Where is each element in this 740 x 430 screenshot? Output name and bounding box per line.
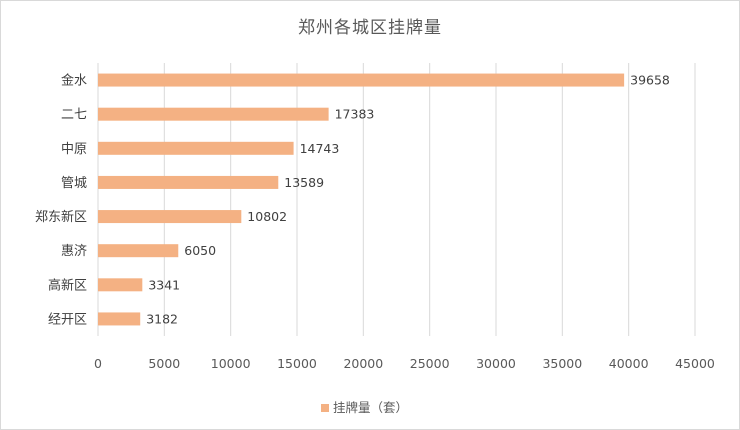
bar bbox=[98, 312, 141, 326]
category-label: 金水 bbox=[61, 73, 87, 89]
bar bbox=[98, 210, 242, 224]
x-tick-label: 0 bbox=[94, 356, 102, 371]
legend-label: 挂牌量（套） bbox=[333, 400, 408, 415]
bars bbox=[98, 73, 625, 326]
legend: 挂牌量（套） bbox=[321, 400, 408, 415]
x-tick-label: 25000 bbox=[410, 356, 450, 371]
data-label: 39658 bbox=[630, 73, 670, 88]
x-tick-label: 40000 bbox=[609, 356, 649, 371]
data-label: 6050 bbox=[184, 243, 216, 258]
grid-lines bbox=[97, 63, 696, 336]
data-label: 10802 bbox=[247, 209, 287, 224]
x-tick-label: 5000 bbox=[148, 356, 180, 371]
category-label: 经开区 bbox=[48, 312, 87, 327]
category-label: 中原 bbox=[61, 142, 87, 157]
data-label: 3341 bbox=[148, 277, 180, 292]
category-label: 郑东新区 bbox=[35, 209, 87, 225]
data-label: 17383 bbox=[335, 107, 375, 122]
bar bbox=[98, 73, 625, 87]
data-label: 3182 bbox=[146, 311, 178, 326]
category-label: 管城 bbox=[61, 176, 87, 191]
bar bbox=[98, 244, 179, 258]
x-tick-label: 45000 bbox=[675, 356, 715, 371]
category-label: 高新区 bbox=[48, 277, 87, 293]
bar bbox=[98, 141, 294, 155]
x-tick-label: 20000 bbox=[343, 356, 383, 371]
bar bbox=[98, 175, 279, 189]
category-label: 二七 bbox=[61, 108, 87, 123]
legend-swatch bbox=[321, 404, 329, 412]
data-label: 14743 bbox=[300, 141, 340, 156]
x-tick-label: 15000 bbox=[277, 356, 317, 371]
chart-title: 郑州各城区挂牌量 bbox=[298, 18, 442, 38]
x-tick-label: 35000 bbox=[542, 356, 582, 371]
x-axis-ticks: 0 5000 10000 15000 20000 25000 30000 35000 40000… bbox=[94, 356, 715, 371]
category-label: 惠济 bbox=[61, 244, 87, 259]
bar bbox=[98, 107, 329, 121]
x-tick-label: 10000 bbox=[211, 356, 251, 371]
data-labels: 39658 17383 14743 13589 10802 6050 3341 3182 bbox=[146, 73, 670, 327]
data-label: 13589 bbox=[284, 175, 324, 190]
bar bbox=[98, 278, 143, 292]
x-tick-label: 30000 bbox=[476, 356, 516, 371]
